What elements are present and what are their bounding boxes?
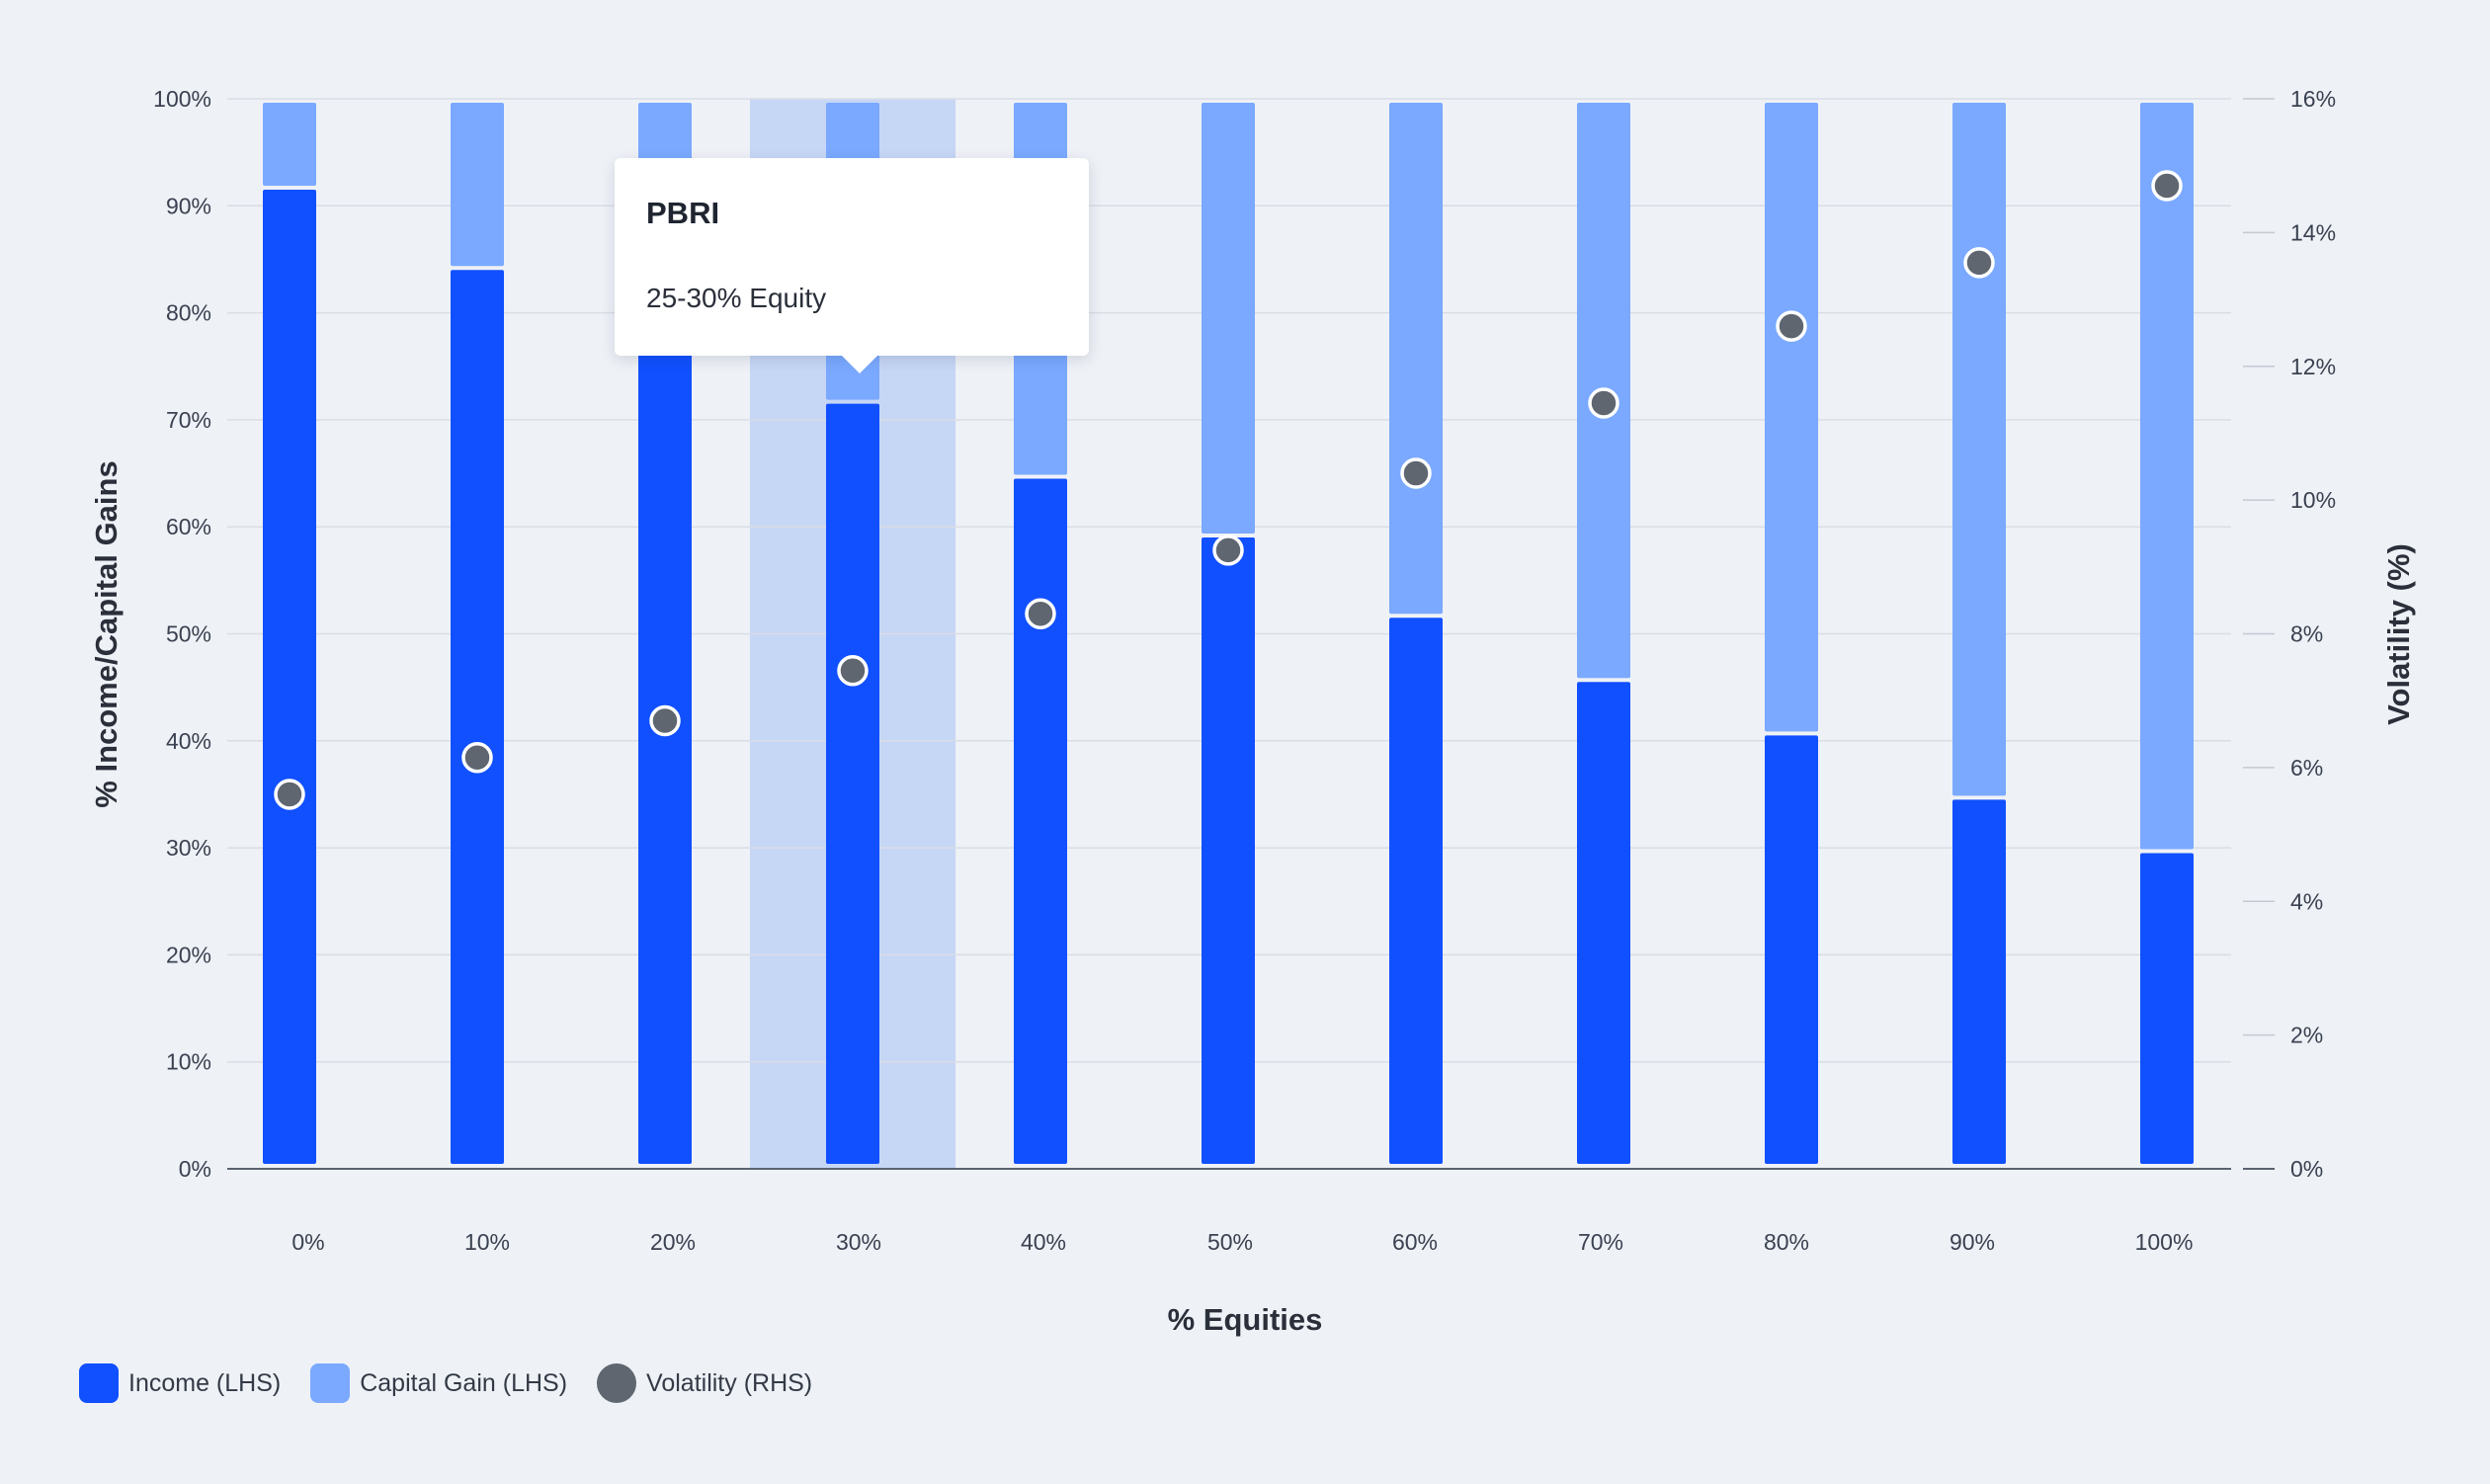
tooltip: PBRI 25-30% Equity (615, 158, 1089, 373)
x-axis-title: % Equities (1168, 1302, 1323, 1337)
x-tick-label: 70% (1578, 1229, 1623, 1255)
legend: Income (LHS) Capital Gain (LHS) Volatili… (79, 1363, 842, 1403)
y-tick-label: 20% (166, 942, 211, 967)
legend-item-capital-gain[interactable]: Capital Gain (LHS) (310, 1363, 567, 1403)
income-bar (451, 270, 504, 1164)
volatility-point (274, 779, 305, 810)
income-bar (1202, 537, 1255, 1164)
income-bar (2140, 853, 2194, 1164)
y-tick-label: 10% (166, 1049, 211, 1075)
capital-gain-bar (1202, 103, 1255, 535)
volatility-point (1025, 598, 1056, 629)
x-tick-label: 80% (1764, 1229, 1809, 1255)
y2-tick-label: 6% (2290, 755, 2323, 781)
capital-gain-bar (263, 103, 316, 187)
income-bar (638, 312, 692, 1165)
income-bar (1952, 799, 2006, 1164)
x-tick-label: 50% (1207, 1229, 1253, 1255)
y-tick-label: 40% (166, 728, 211, 754)
capital-gain-bar (1952, 103, 2006, 796)
y-tick-label: 60% (166, 514, 211, 539)
tooltip-title: PBRI (646, 196, 720, 230)
volatility-point (461, 741, 493, 774)
capital-gain-bar (451, 103, 504, 267)
volatility-point (1776, 310, 1807, 342)
y2-axis-title: Volatility (%) (2381, 543, 2416, 725)
legend-label-volatility: Volatility (RHS) (646, 1368, 813, 1397)
y2-tick-label: 0% (2290, 1156, 2323, 1182)
y-tick-label: 0% (179, 1156, 211, 1182)
x-tick-label: 100% (2135, 1229, 2194, 1255)
income-swatch-icon (79, 1363, 119, 1403)
y2-tick-label: 16% (2290, 86, 2336, 112)
legend-label-capital-gain: Capital Gain (LHS) (360, 1368, 568, 1397)
legend-item-volatility[interactable]: Volatility (RHS) (597, 1363, 812, 1403)
income-bar (1014, 478, 1067, 1165)
x-tick-label: 20% (650, 1229, 696, 1255)
x-tick-label: 40% (1021, 1229, 1066, 1255)
y-tick-label: 90% (166, 193, 211, 218)
x-tick-label: 60% (1392, 1229, 1438, 1255)
capital-gain-swatch-icon (310, 1363, 351, 1403)
income-bar (1389, 618, 1443, 1164)
income-bar (1577, 682, 1630, 1164)
volatility-point (1963, 247, 1995, 279)
capital-gain-bar (2140, 103, 2194, 850)
volatility-point (1400, 457, 1432, 489)
y-axis-title: % Income/Capital Gains (89, 460, 124, 807)
y-tick-label: 30% (166, 835, 211, 861)
volatility-swatch-icon (597, 1363, 637, 1403)
y-tick-label: 100% (153, 86, 211, 112)
volatility-point (2151, 170, 2183, 202)
y2-tick-label: 10% (2290, 487, 2336, 513)
tooltip-subtitle: 25-30% Equity (646, 283, 827, 313)
y-tick-label: 80% (166, 300, 211, 326)
y-tick-label: 50% (166, 621, 211, 647)
y2-tick-label: 14% (2290, 219, 2336, 245)
y2-tick-label: 12% (2290, 354, 2336, 379)
legend-item-income[interactable]: Income (LHS) (79, 1363, 281, 1403)
volatility-point (1212, 535, 1244, 566)
x-tick-label: 0% (291, 1229, 324, 1255)
legend-label-income: Income (LHS) (128, 1368, 282, 1397)
x-tick-label: 90% (1950, 1229, 1995, 1255)
x-tick-label: 10% (464, 1229, 510, 1255)
y-tick-label: 70% (166, 407, 211, 433)
volatility-point (1588, 387, 1619, 419)
y2-tick-label: 8% (2290, 621, 2323, 647)
x-tick-label: 30% (836, 1229, 881, 1255)
volatility-point (649, 704, 681, 737)
income-bar (1765, 735, 1818, 1164)
income-bar (826, 403, 879, 1164)
y2-tick-label: 4% (2290, 888, 2323, 914)
y2-tick-label: 2% (2290, 1023, 2323, 1048)
income-bar (263, 190, 316, 1164)
capital-gain-bar (1765, 103, 1818, 732)
volatility-point (837, 654, 869, 687)
capital-gain-bar (1389, 103, 1443, 615)
